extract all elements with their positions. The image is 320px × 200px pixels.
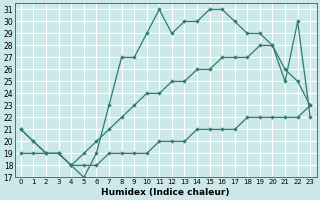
X-axis label: Humidex (Indice chaleur): Humidex (Indice chaleur)	[101, 188, 230, 197]
